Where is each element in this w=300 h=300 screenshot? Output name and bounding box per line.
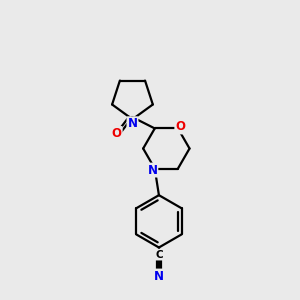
Text: C: C	[155, 250, 163, 260]
Text: N: N	[147, 164, 158, 177]
Text: O: O	[112, 127, 122, 140]
Text: N: N	[154, 269, 164, 283]
Text: N: N	[128, 117, 137, 130]
Text: O: O	[175, 121, 185, 134]
